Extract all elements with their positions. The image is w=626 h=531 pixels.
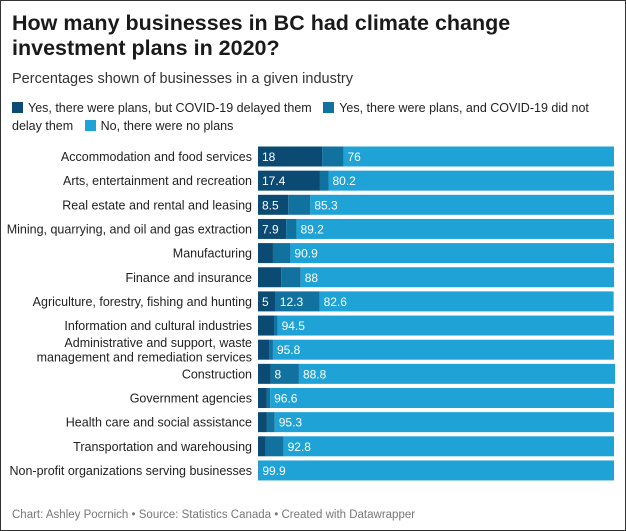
bar-segment-1-row-0 [322,146,344,167]
category-label-information-and-cultural-industries: Information and cultural industries [64,319,252,333]
value-label-0-row-3: 7.9 [262,222,279,236]
legend-swatch-not-delayed [323,102,335,113]
value-label-2-row-6: 82.6 [324,295,348,309]
value-label-2-row-11: 95.3 [279,416,303,430]
legend-item-delayed: Yes, there were plans, but COVID-19 dela… [12,101,312,115]
category-label-finance-and-insurance: Finance and insurance [126,271,253,285]
bar-segment-2-row-0 [343,146,614,167]
legend-swatch-no-plans [84,120,96,131]
bar-segment-1-row-2 [288,194,311,215]
value-label-2-row-7: 94.5 [282,319,306,333]
chart-title: How many businesses in BC had climate ch… [12,11,511,60]
bar-segment-1-row-9 [270,363,299,384]
legend-label-no-plans: No, there were no plans [100,119,234,133]
category-label-accommodation-and-food-services: Accommodation and food services [61,150,252,164]
legend-item-no-plans: No, there were no plans [84,119,234,133]
bar-segment-1-row-3 [286,218,297,239]
bar-segment-2-row-3 [296,218,614,239]
bar-segment-1-row-6 [275,291,320,312]
value-label-2-row-5: 88 [305,271,319,285]
value-label-1-row-9: 8 [274,367,281,381]
category-label-arts-entertainment-and-recreation: Arts, entertainment and recreation [63,174,252,188]
chart-footer: Chart: Ashley Pocrnich • Source: Statist… [12,509,416,521]
bar-segment-1-row-1 [319,170,329,191]
value-label-2-row-2: 85.3 [314,198,338,212]
category-label-administrative-and-support-waste-management-and-remediation-services: Administrative and support, waste managem… [37,336,252,365]
chart-legend: Yes, there were plans, but COVID-19 dela… [12,99,612,135]
value-label-2-row-4: 90.9 [294,247,318,261]
bar-segment-0-row-2 [258,194,289,215]
bar-segment-2-row-7 [277,315,614,336]
bar-segment-2-row-9 [298,363,616,384]
bar-segment-2-row-10 [270,388,614,408]
value-label-0-row-2: 8.5 [262,198,279,212]
category-label-health-care-and-social-assistance: Health care and social assistance [66,416,252,430]
value-label-0-row-1: 17.4 [262,174,286,188]
bar-segment-2-row-4 [290,243,614,264]
bar-segment-0-row-12 [258,436,266,457]
bar-segment-2-row-2 [310,194,614,215]
bar-segment-0-row-11 [258,412,267,433]
bar-segment-1-row-11 [266,412,275,433]
category-label-agriculture-forestry-fishing-and-hunting: Agriculture, forestry, fishing and hunti… [33,295,252,309]
value-label-2-row-8: 95.8 [277,343,301,357]
bar-segment-0-row-8 [258,339,270,360]
category-label-real-estate-and-rental-and-leasing: Real estate and rental and leasing [62,198,252,212]
category-label-non-profit-organizations-serving-businesses: Non-profit organizations serving busines… [10,464,253,478]
value-label-2-row-3: 89.2 [300,222,324,236]
bar-segment-0-row-6 [258,291,276,312]
bar-segment-1-row-12 [265,436,284,457]
chart-subtitle: Percentages shown of businesses in a giv… [12,71,353,87]
bar-segment-0-row-5 [258,267,282,288]
bar-segment-0-row-1 [258,170,320,191]
bar-segment-1-row-10 [266,388,271,408]
legend-swatch-delayed [12,102,23,113]
bar-segment-1-row-7 [274,315,278,336]
value-label-2-row-13: 99.9 [262,464,286,478]
value-label-2-row-10: 96.6 [274,392,298,406]
category-label-construction: Construction [182,367,252,381]
category-label-manufacturing: Manufacturing [173,247,252,261]
bar-segment-2-row-1 [328,170,614,191]
category-label-transportation-and-warehousing: Transportation and warehousing [73,440,252,454]
bar-segment-0-row-3 [258,218,287,239]
value-label-1-row-6: 12.3 [280,295,304,309]
bar-segment-2-row-13 [258,460,614,481]
bar-segment-2-row-5 [300,267,614,288]
bar-segment-0-row-4 [258,243,273,264]
bar-segment-0-row-9 [258,363,271,384]
value-label-2-row-9: 88.8 [303,367,327,381]
value-label-2-row-1: 80.2 [332,174,356,188]
value-label-2-row-0: 76 [347,150,361,164]
legend-item-not-delayed: Yes, there were plans, and COVID-19 did … [12,101,589,133]
value-label-0-row-6: 5 [262,295,269,309]
bar-segment-2-row-8 [272,339,614,360]
bar-segment-2-row-6 [319,291,614,312]
bar-segment-1-row-8 [269,339,273,360]
value-label-2-row-12: 92.8 [288,440,312,454]
bar-segment-2-row-11 [274,412,614,433]
bar-segment-1-row-5 [281,267,301,288]
bar-segment-0-row-10 [258,388,267,408]
legend-label-not-delayed: Yes, there were plans, and COVID-19 did … [12,101,589,133]
legend-label-delayed: Yes, there were plans, but COVID-19 dela… [28,101,312,115]
bar-segment-2-row-12 [283,436,614,457]
bar-segment-1-row-4 [272,243,291,264]
category-label-mining-quarrying-and-oil-and-gas-extraction: Mining, quarrying, and oil and gas extra… [7,222,252,236]
category-label-government-agencies: Government agencies [130,392,252,406]
bar-segment-0-row-7 [258,315,275,336]
bar-segment-0-row-0 [258,146,323,167]
value-label-0-row-0: 18 [262,150,276,164]
